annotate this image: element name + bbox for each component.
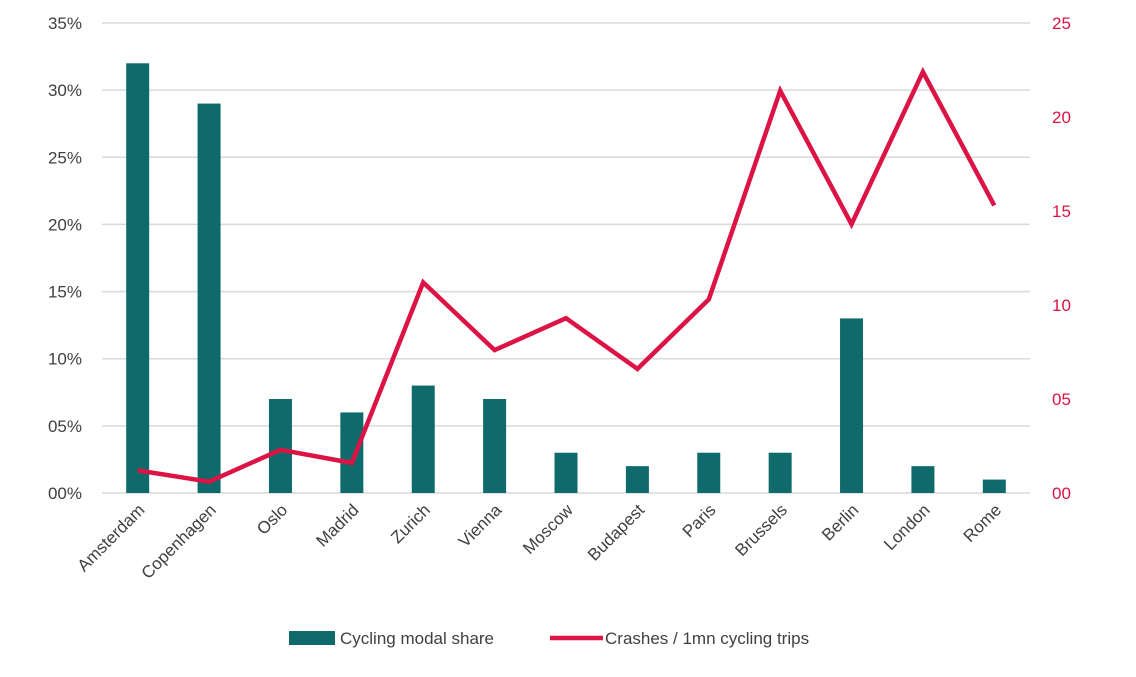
bar	[768, 452, 792, 493]
left-axis: 00% 05% 10% 15% 20% 25% 30% 35%	[48, 14, 82, 503]
bar	[483, 399, 507, 493]
bar	[982, 479, 1006, 493]
right-tick-label: 05	[1052, 390, 1071, 409]
legend-label-bar: Cycling modal share	[340, 629, 494, 648]
crashes-line	[137, 66, 997, 485]
category-label: Brussels	[731, 500, 791, 560]
category-label: Rome	[960, 500, 1006, 546]
left-tick-label: 20%	[48, 215, 82, 234]
bar	[411, 385, 435, 493]
left-tick-label: 00%	[48, 484, 82, 503]
right-tick-label: 20	[1052, 108, 1071, 127]
bar	[625, 466, 649, 493]
category-label: London	[880, 500, 934, 554]
bar-series-cycling-modal-share	[126, 63, 1006, 494]
legend-swatch-bar	[289, 631, 335, 645]
legend: Cycling modal share Crashes / 1mn cycling…	[289, 629, 809, 648]
bar	[126, 63, 150, 494]
left-tick-label: 35%	[48, 14, 82, 33]
category-label: Moscow	[519, 500, 577, 558]
category-label: Oslo	[253, 500, 291, 538]
category-label: Zurich	[387, 500, 434, 547]
bar	[197, 103, 221, 494]
bar	[911, 466, 935, 493]
bar	[840, 318, 864, 493]
left-tick-label: 15%	[48, 283, 82, 302]
left-tick-label: 05%	[48, 417, 82, 436]
category-label: Copenhagen	[138, 500, 220, 582]
right-tick-label: 00	[1052, 484, 1071, 503]
legend-label-line: Crashes / 1mn cycling trips	[605, 629, 809, 648]
category-label: Amsterdam	[74, 500, 149, 575]
right-tick-label: 25	[1052, 14, 1071, 33]
bar	[554, 452, 578, 493]
bar	[697, 452, 721, 493]
right-axis: 00 05 10 15 20 25	[1052, 14, 1071, 503]
category-label: Berlin	[818, 500, 862, 544]
gridlines	[102, 22, 1030, 494]
category-label: Paris	[679, 500, 720, 541]
right-tick-label: 15	[1052, 202, 1071, 221]
bar	[340, 412, 364, 493]
right-tick-label: 10	[1052, 296, 1071, 315]
line-series-crashes	[137, 66, 997, 485]
left-tick-label: 30%	[48, 81, 82, 100]
bar	[268, 399, 292, 493]
category-label: Madrid	[312, 500, 362, 550]
left-tick-label: 10%	[48, 350, 82, 369]
category-label: Vienna	[455, 500, 506, 551]
category-label: Budapest	[584, 500, 648, 564]
left-tick-label: 25%	[48, 148, 82, 167]
